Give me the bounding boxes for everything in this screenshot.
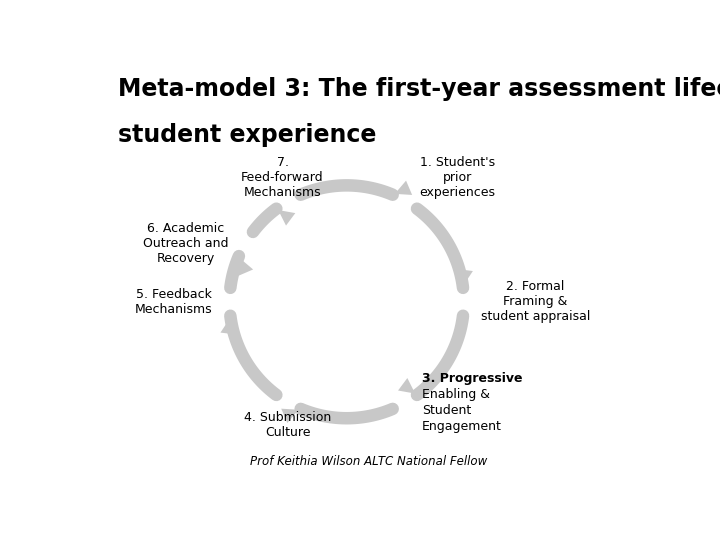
Text: 6. Academic
Outreach and
Recovery: 6. Academic Outreach and Recovery bbox=[143, 222, 228, 265]
Text: Enabling &: Enabling & bbox=[422, 388, 490, 401]
Text: 1. Student's
prior
experiences: 1. Student's prior experiences bbox=[419, 156, 495, 199]
Text: student experience: student experience bbox=[118, 123, 377, 147]
Text: 5. Feedback
Mechanisms: 5. Feedback Mechanisms bbox=[135, 288, 213, 316]
Text: 7.
Feed-forward
Mechanisms: 7. Feed-forward Mechanisms bbox=[241, 156, 324, 199]
Text: Prof Keithia Wilson ALTC National Fellow: Prof Keithia Wilson ALTC National Fellow bbox=[251, 455, 487, 468]
Text: Student: Student bbox=[422, 404, 472, 417]
Text: 4. Submission
Culture: 4. Submission Culture bbox=[245, 411, 332, 439]
Text: Meta-model 3: The first-year assessment lifecycle –: Meta-model 3: The first-year assessment … bbox=[118, 77, 720, 102]
Text: Engagement: Engagement bbox=[422, 420, 502, 433]
Text: 2. Formal
Framing &
student appraisal: 2. Formal Framing & student appraisal bbox=[481, 280, 590, 323]
Text: 3. Progressive: 3. Progressive bbox=[422, 373, 523, 386]
